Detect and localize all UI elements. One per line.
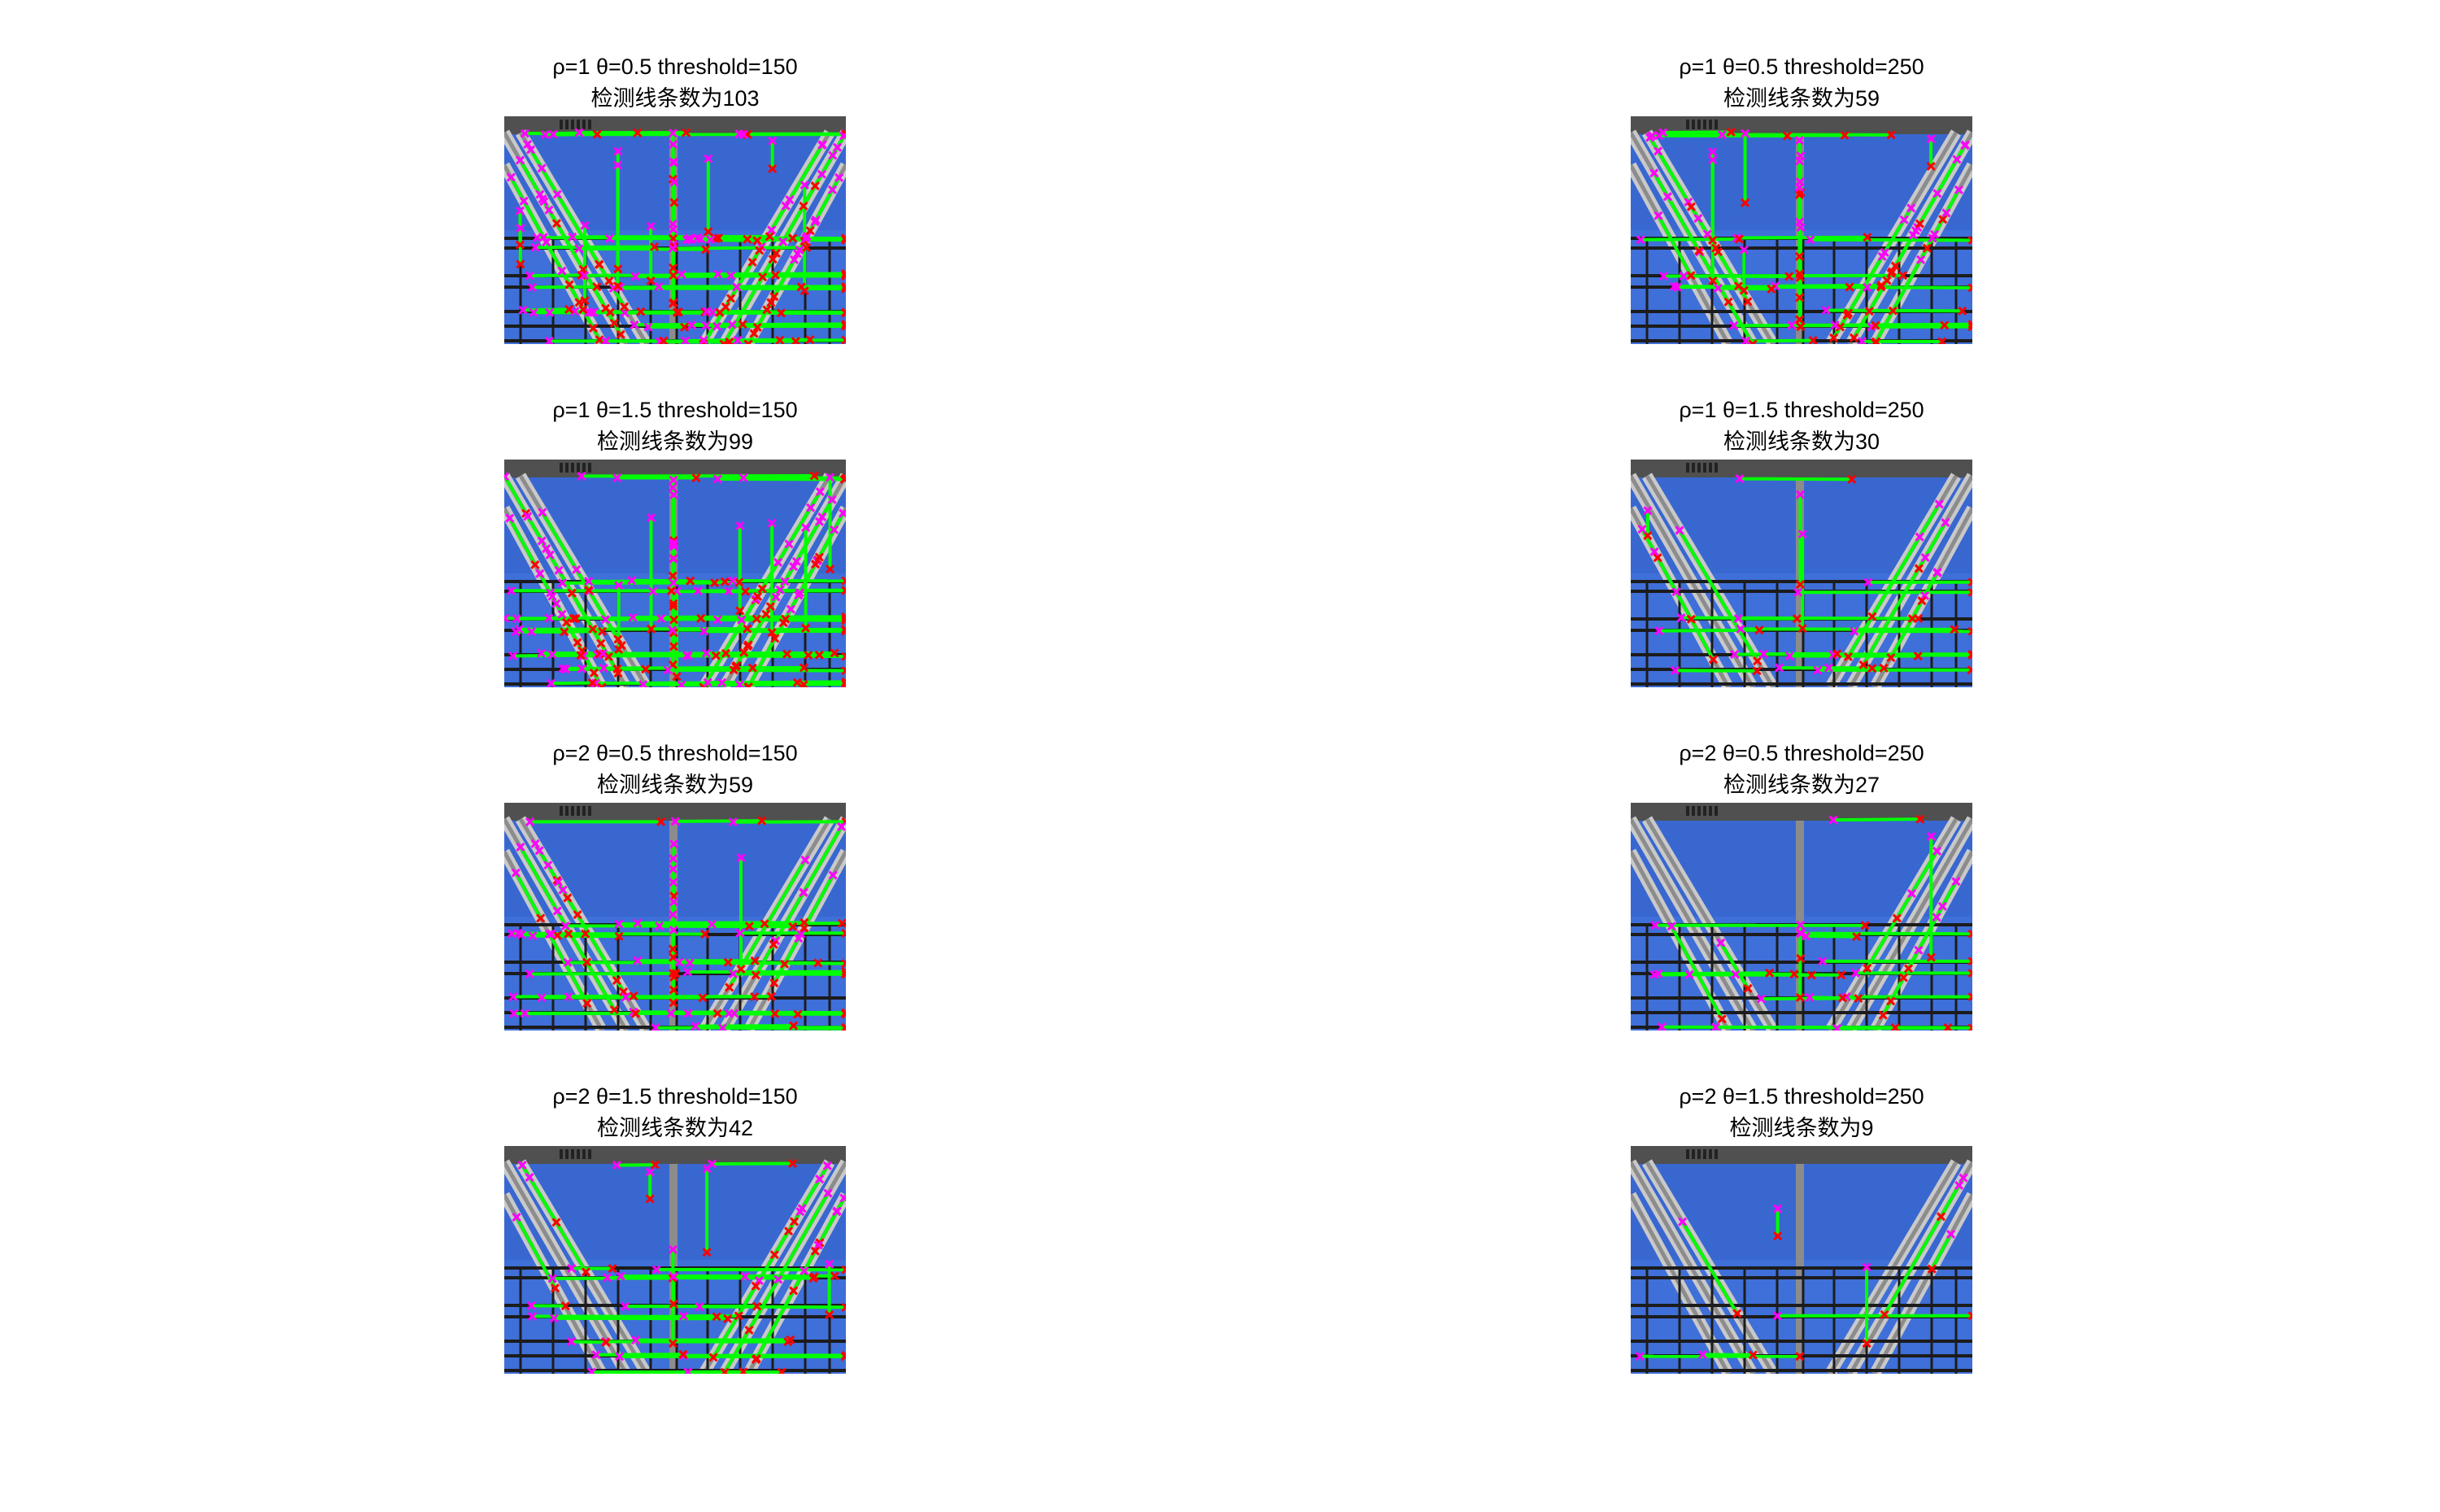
subplot-caption: 检测线条数为103 xyxy=(590,86,760,111)
detected-line xyxy=(723,1279,780,1374)
subplot-title: ρ=2 θ=1.5 threshold=250 xyxy=(1679,1084,1924,1109)
hough-result-image xyxy=(504,460,846,687)
detected-line xyxy=(541,511,590,591)
detected-lines xyxy=(1640,477,1972,673)
detected-line xyxy=(596,1353,683,1357)
detected-line xyxy=(534,245,655,250)
detected-line xyxy=(698,588,846,593)
detected-line xyxy=(522,200,585,311)
detected-line xyxy=(1741,627,1954,631)
line-endpoints xyxy=(504,471,846,687)
detected-line xyxy=(699,1305,846,1309)
detected-line xyxy=(1739,477,1852,481)
subplot-title: ρ=2 θ=0.5 threshold=150 xyxy=(552,741,798,765)
subplot-caption: 检测线条数为9 xyxy=(1729,1116,1874,1140)
detected-line xyxy=(803,874,834,929)
detected-line xyxy=(772,891,805,946)
detected-line xyxy=(1871,503,1941,618)
detected-line xyxy=(514,872,542,919)
detected-line xyxy=(571,1340,607,1344)
line-endpoints xyxy=(1649,814,1972,1031)
detected-line xyxy=(1675,669,1758,673)
detected-line xyxy=(1657,215,1693,277)
detected-line xyxy=(519,846,589,963)
detected-lines xyxy=(1654,817,1972,1031)
photo-scene xyxy=(1631,1146,1972,1374)
hough-result-image xyxy=(1631,460,1972,687)
detected-line xyxy=(532,285,597,290)
hough-result-image xyxy=(504,116,846,344)
detected-line xyxy=(1883,1184,1961,1316)
subplot-caption: 检测线条数为99 xyxy=(596,429,754,454)
detected-line xyxy=(673,246,807,251)
detected-line xyxy=(1806,934,1857,939)
hough-result-image xyxy=(504,803,846,1031)
subplot-caption: 检测线条数为59 xyxy=(596,773,754,797)
detected-line xyxy=(668,668,846,673)
detected-line xyxy=(1654,972,1795,977)
hough-result-image xyxy=(1631,116,1972,344)
detected-line xyxy=(702,598,758,687)
detected-line xyxy=(1678,529,1759,662)
detected-line xyxy=(722,1026,846,1031)
detected-line xyxy=(1640,237,1740,242)
detected-line xyxy=(1681,616,1919,621)
detected-line xyxy=(1719,942,1749,990)
line-endpoints xyxy=(507,816,846,1031)
subplot-title: ρ=2 θ=1.5 threshold=150 xyxy=(552,1084,798,1109)
detected-line xyxy=(504,475,528,515)
subplot-title: ρ=1 θ=0.5 threshold=150 xyxy=(552,54,798,79)
line-endpoints xyxy=(1636,127,1972,344)
line-endpoints xyxy=(512,1158,846,1374)
subplot-title: ρ=1 θ=1.5 threshold=250 xyxy=(1679,398,1924,422)
detected-line xyxy=(638,921,804,926)
hough-result-image xyxy=(1631,1146,1972,1374)
detected-line xyxy=(508,517,537,566)
line-endpoints xyxy=(1637,474,1972,676)
detected-line xyxy=(1666,195,1701,252)
detected-line xyxy=(1745,338,1814,343)
detected-lines xyxy=(1640,1177,1972,1358)
line-endpoints xyxy=(1635,1173,1972,1362)
subplot-caption: 检测线条数为42 xyxy=(596,1116,754,1140)
subplot-title: ρ=2 θ=0.5 threshold=250 xyxy=(1679,741,1924,765)
hough-result-image xyxy=(1631,803,1972,1031)
subplot-caption: 检测线条数为27 xyxy=(1723,773,1880,797)
detected-line xyxy=(529,273,582,278)
hough-result-image xyxy=(504,1146,846,1374)
detected-line xyxy=(547,933,589,1004)
detected-line xyxy=(1658,628,1759,633)
detected-line xyxy=(1715,1025,1949,1030)
detected-line xyxy=(1674,285,1850,289)
line-endpoints xyxy=(506,128,846,344)
detected-line xyxy=(551,681,593,686)
detected-line xyxy=(1862,556,1927,666)
detected-lines xyxy=(512,819,846,1031)
detected-line xyxy=(717,272,846,277)
detected-line xyxy=(512,931,705,936)
detected-line xyxy=(712,1161,793,1166)
detected-line xyxy=(678,961,818,965)
subplot-title: ρ=1 θ=1.5 threshold=150 xyxy=(552,398,798,422)
detected-line xyxy=(732,322,846,327)
detected-line xyxy=(1865,892,1914,970)
subplot-caption: 检测线条数为59 xyxy=(1723,86,1880,111)
detected-line xyxy=(1680,1221,1739,1314)
detected-line xyxy=(659,924,793,929)
detected-line xyxy=(1832,817,1920,822)
detected-line xyxy=(688,1011,798,1016)
detected-line xyxy=(802,826,843,894)
subplot-title: ρ=1 θ=0.5 threshold=250 xyxy=(1679,54,1924,79)
detected-line xyxy=(1930,1233,1953,1270)
detected-line xyxy=(1653,551,1693,621)
subplot-caption: 检测线条数为30 xyxy=(1723,429,1880,454)
